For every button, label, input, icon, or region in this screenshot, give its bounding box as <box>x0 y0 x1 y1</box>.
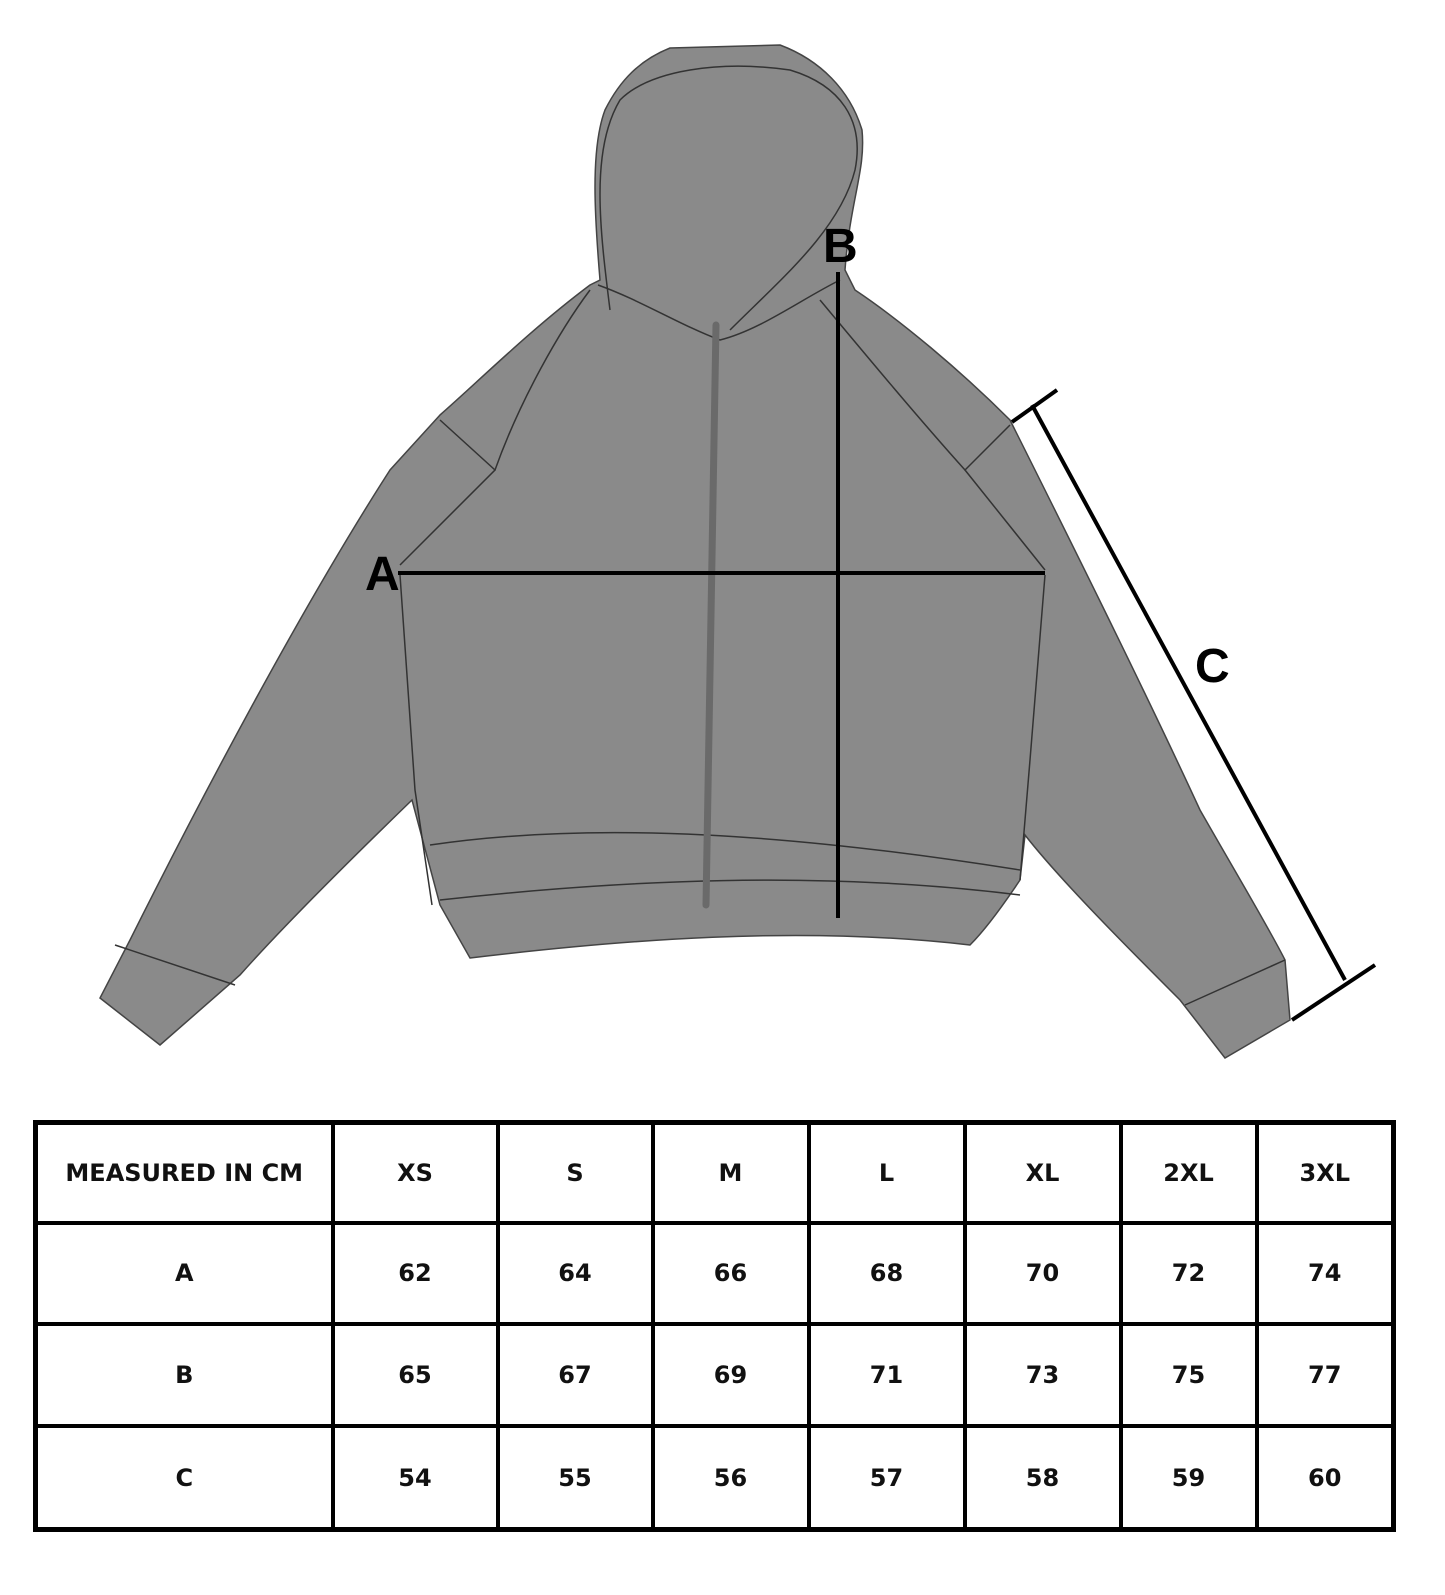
header-cell: L <box>806 1120 967 1225</box>
measure-tick-c-bottom <box>1290 963 1377 1022</box>
table-cell: 68 <box>806 1220 967 1327</box>
table-cell: 73 <box>962 1322 1123 1429</box>
table-cell: 55 <box>495 1424 655 1532</box>
label-b: B <box>823 220 858 273</box>
table-cell: 60 <box>1254 1424 1396 1532</box>
table-cell: 65 <box>330 1322 500 1429</box>
table-cell: 75 <box>1118 1322 1259 1429</box>
label-a: A <box>365 548 400 601</box>
zipper <box>702 321 720 909</box>
table-cell: A <box>33 1220 335 1327</box>
measurement-lines <box>398 272 1377 1022</box>
table-cell: 62 <box>330 1220 500 1327</box>
table-cell: 66 <box>650 1220 811 1327</box>
table-cell: C <box>33 1424 335 1532</box>
table-cell: 59 <box>1118 1424 1259 1532</box>
table-cell: 57 <box>806 1424 967 1532</box>
table-cell: 69 <box>650 1322 811 1429</box>
header-cell: XS <box>330 1120 500 1225</box>
header-cell: M <box>650 1120 811 1225</box>
table-cell: 72 <box>1118 1220 1259 1327</box>
header-cell: 3XL <box>1254 1120 1396 1225</box>
table-cell: 77 <box>1254 1322 1396 1429</box>
table-cell: 71 <box>806 1322 967 1429</box>
hoodie-diagram: A B C <box>99 44 1377 1059</box>
label-c: C <box>1195 640 1230 693</box>
table-cell: 58 <box>962 1424 1123 1532</box>
header-cell: XL <box>962 1120 1123 1225</box>
header-cell: S <box>495 1120 655 1225</box>
table-cell: 74 <box>1254 1220 1396 1327</box>
table-cell: 64 <box>495 1220 655 1327</box>
header-cell: 2XL <box>1118 1120 1259 1225</box>
table-row: A 62 64 66 68 70 72 74 <box>33 1220 1396 1327</box>
table-cell: 70 <box>962 1220 1123 1327</box>
measure-line-c <box>1030 404 1347 981</box>
table-cell: 67 <box>495 1322 655 1429</box>
size-chart-table: MEASURED IN CM XS S M L XL 2XL 3XL A 62 … <box>33 1120 1396 1532</box>
table-row: C 54 55 56 57 58 59 60 <box>33 1424 1396 1532</box>
table-cell: B <box>33 1322 335 1429</box>
table-header-row: MEASURED IN CM XS S M L XL 2XL 3XL <box>33 1120 1396 1225</box>
header-cell: MEASURED IN CM <box>33 1120 335 1225</box>
table-cell: 56 <box>650 1424 811 1532</box>
table-row: B 65 67 69 71 73 75 77 <box>33 1322 1396 1429</box>
measure-tick-c-top <box>1010 388 1059 424</box>
table-cell: 54 <box>330 1424 500 1532</box>
